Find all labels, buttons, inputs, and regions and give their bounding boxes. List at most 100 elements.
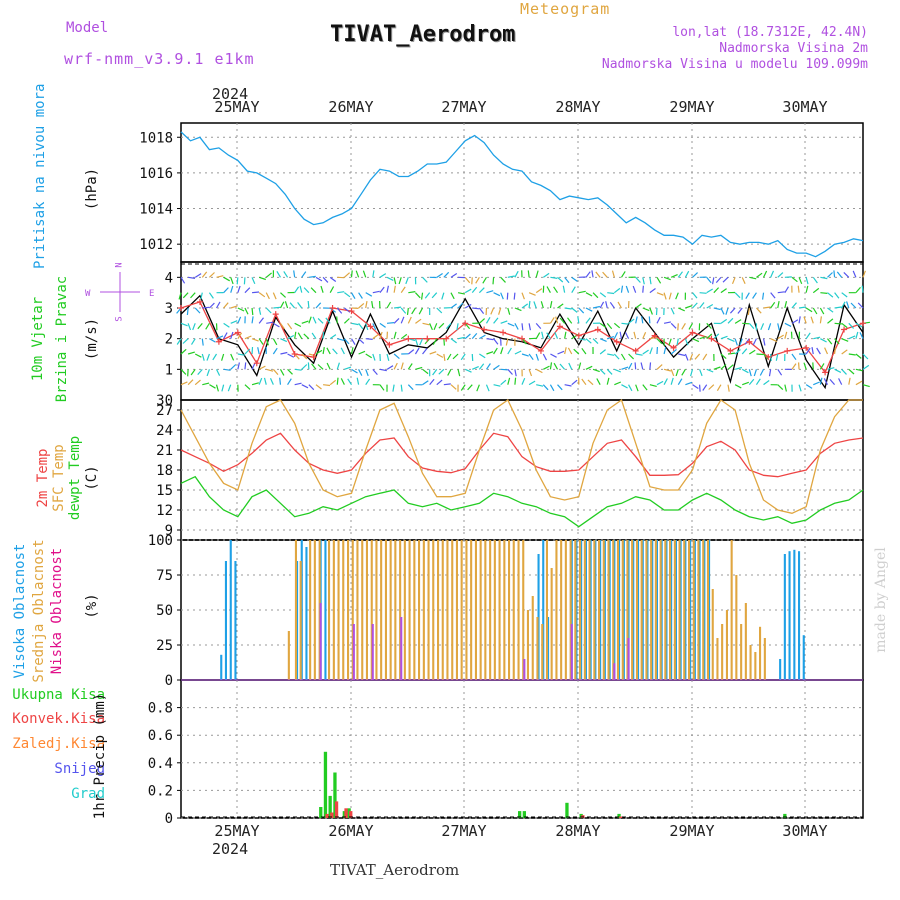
wind-red-marker-33 bbox=[803, 344, 810, 351]
wind-arrow bbox=[310, 287, 317, 294]
wind-arrow bbox=[230, 331, 234, 339]
precip-bar-0-0 bbox=[319, 807, 323, 818]
wind-arrow bbox=[578, 290, 586, 294]
wind-arrow bbox=[464, 333, 471, 340]
wind-arrow bbox=[223, 302, 229, 309]
wind-arrow bbox=[607, 292, 615, 295]
wind-arrow bbox=[542, 384, 549, 391]
wind-arrow bbox=[521, 338, 527, 345]
cloud-bar-1-58 bbox=[574, 540, 577, 680]
cloud-bar-0-47 bbox=[802, 635, 805, 680]
wind-arrow bbox=[798, 277, 803, 285]
wind-arrow bbox=[456, 323, 459, 331]
wind-arrow bbox=[244, 384, 251, 390]
wind-arrow bbox=[400, 333, 408, 340]
cloud-bar-1-27 bbox=[427, 540, 430, 680]
wind-arrow bbox=[546, 286, 551, 293]
wind-red-marker-15 bbox=[462, 320, 469, 327]
wind-arrow bbox=[528, 300, 531, 309]
x-bottom-label-5: 30MAY bbox=[782, 822, 828, 840]
cloud-bar-1-86 bbox=[706, 540, 709, 680]
wind-arrow bbox=[365, 369, 369, 377]
wind-arrow bbox=[422, 368, 429, 375]
wind-arrow bbox=[613, 322, 621, 329]
wind-arrow bbox=[528, 369, 533, 377]
wind-arrow bbox=[287, 378, 292, 385]
wind-arrow bbox=[770, 338, 778, 343]
wind-arrow bbox=[490, 307, 495, 315]
cloud-bar-0-3 bbox=[234, 561, 237, 680]
wind-arrow bbox=[620, 271, 626, 278]
wind-arrow bbox=[706, 333, 713, 340]
wind-arrow bbox=[443, 353, 446, 361]
wind-arrow bbox=[855, 331, 859, 339]
wind-arrow bbox=[716, 384, 722, 392]
precip-bar-1-2 bbox=[334, 801, 339, 818]
wind-arrow bbox=[340, 378, 345, 385]
wind-arrow bbox=[386, 322, 395, 324]
wind-arrow bbox=[535, 353, 539, 361]
wind-arrow bbox=[294, 322, 302, 328]
wind-arrow bbox=[642, 277, 645, 285]
wind-arrow bbox=[823, 378, 829, 385]
cloud-bar-1-19 bbox=[389, 540, 392, 680]
wind-arrow bbox=[677, 271, 683, 278]
wind-arrow bbox=[720, 307, 725, 315]
cloud-bar-1-51 bbox=[541, 624, 544, 680]
wind-arrow bbox=[379, 368, 387, 372]
wind-arrow bbox=[419, 338, 424, 346]
wind-arrow bbox=[505, 338, 509, 346]
wind-arrow bbox=[479, 334, 486, 340]
wind-arrow bbox=[393, 331, 397, 339]
wind-arrow bbox=[620, 285, 624, 293]
wind-red-marker-9 bbox=[348, 308, 355, 315]
wind-arrow bbox=[635, 316, 638, 324]
wind-arrow bbox=[805, 277, 809, 285]
cloud-bar-0-38 bbox=[693, 540, 696, 680]
wind-arrow bbox=[848, 322, 855, 329]
wind-arrow bbox=[564, 384, 572, 387]
wind-arrow bbox=[320, 285, 324, 293]
wind-arrow bbox=[542, 272, 550, 278]
wind-arrow bbox=[777, 334, 785, 340]
wind-red-marker-21 bbox=[575, 332, 582, 339]
precip-legend-4: Grad bbox=[71, 786, 105, 802]
wind-arrow bbox=[493, 364, 500, 370]
wind-arrow bbox=[681, 323, 686, 330]
wind-arrow bbox=[812, 307, 818, 315]
wind-arrow bbox=[187, 379, 194, 386]
wind-arrow bbox=[635, 384, 639, 392]
wind-arrow bbox=[633, 331, 637, 339]
wind-arrow bbox=[567, 317, 573, 324]
wind-arrow bbox=[777, 300, 780, 309]
wind-arrow bbox=[557, 350, 565, 355]
wind-red-marker-16 bbox=[481, 326, 488, 333]
cloud-bar-1-62 bbox=[593, 540, 596, 680]
compass-e-label: E bbox=[149, 289, 155, 299]
wind-arrow bbox=[596, 378, 601, 385]
cloud-bar-1-56 bbox=[564, 540, 567, 680]
cloud-bar-1-91 bbox=[730, 540, 733, 680]
ytick-label-precipitation-2: 0.4 bbox=[148, 756, 173, 772]
wind-arrow bbox=[279, 322, 285, 330]
precip-bar-0-2 bbox=[328, 795, 332, 818]
wind-arrow bbox=[836, 271, 843, 278]
wind-arrow bbox=[805, 307, 813, 313]
wind-arrow bbox=[614, 368, 622, 373]
cloud-bar-0-42 bbox=[779, 659, 782, 680]
cloud-bar-0-27 bbox=[641, 540, 644, 680]
cloud-bar-1-87 bbox=[711, 589, 714, 680]
wind-arrow bbox=[294, 368, 302, 371]
wind-arrow bbox=[329, 276, 337, 282]
wind-arrow bbox=[768, 369, 772, 377]
wind-arrow bbox=[543, 365, 550, 370]
wind-arrow bbox=[386, 301, 392, 309]
wind-arrow bbox=[358, 322, 364, 330]
wind-arrow bbox=[855, 353, 862, 359]
wind-arrow bbox=[813, 381, 820, 386]
wind-arrow bbox=[712, 277, 715, 285]
wind-arrow bbox=[464, 276, 471, 284]
wind-arrow bbox=[841, 338, 849, 342]
wind-arrow bbox=[205, 323, 210, 330]
wind-arrow bbox=[251, 277, 256, 285]
